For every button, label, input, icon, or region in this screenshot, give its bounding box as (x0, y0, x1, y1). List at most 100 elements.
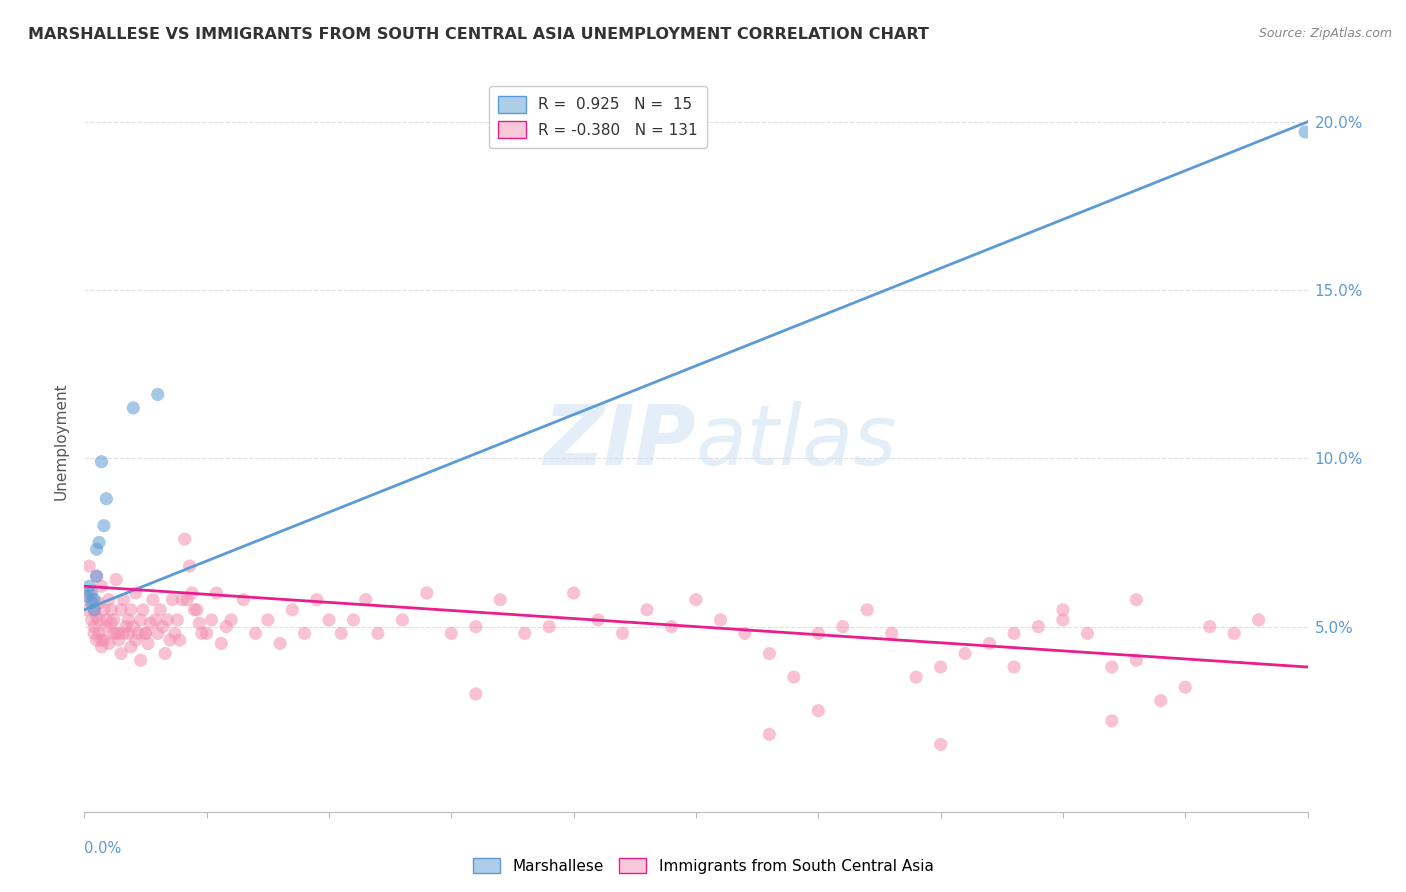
Point (1028, 619, 1050, 633)
Point (1101, 660, 1123, 674)
Point (245, 626, 267, 640)
Point (115, 619, 138, 633)
Point (159, 633, 181, 648)
Point (215, 619, 238, 633)
Point (142, 592, 165, 607)
Point (107, 633, 129, 648)
Point (464, 619, 486, 633)
Legend: Marshallese, Immigrants from South Central Asia: Marshallese, Immigrants from South Centr… (467, 852, 939, 880)
Point (76, 603, 98, 617)
Point (110, 647, 132, 661)
Point (1076, 626, 1098, 640)
Point (120, 640, 142, 654)
Point (709, 613, 731, 627)
Point (77, 586, 100, 600)
Legend: R =  0.925   N =  15, R = -0.380   N = 131: R = 0.925 N = 15, R = -0.380 N = 131 (489, 87, 707, 148)
Point (269, 636, 291, 650)
Point (149, 603, 172, 617)
Point (87, 613, 110, 627)
Point (125, 586, 148, 600)
Point (86, 609, 108, 624)
Point (257, 613, 280, 627)
Point (87, 596, 110, 610)
Point (205, 586, 228, 600)
Point (86, 542, 108, 557)
Point (1002, 626, 1025, 640)
Point (330, 626, 353, 640)
Point (122, 401, 145, 415)
Point (489, 592, 512, 607)
Point (612, 626, 634, 640)
Point (87, 626, 110, 640)
Point (929, 738, 952, 752)
Point (120, 603, 142, 617)
Point (80, 613, 103, 627)
Point (953, 647, 976, 661)
Point (93, 603, 115, 617)
Point (122, 619, 145, 633)
Point (173, 532, 195, 546)
Point (391, 613, 413, 627)
Point (186, 603, 208, 617)
Point (181, 586, 204, 600)
Point (143, 613, 166, 627)
Point (83, 592, 105, 607)
Point (342, 613, 364, 627)
Point (83, 603, 105, 617)
Point (125, 633, 148, 648)
Point (191, 626, 214, 640)
Point (1174, 680, 1197, 694)
Point (831, 619, 853, 633)
Point (90, 640, 112, 654)
Point (77, 559, 100, 574)
Point (1002, 660, 1025, 674)
Point (90, 633, 112, 648)
Point (166, 613, 188, 627)
Point (93, 633, 115, 648)
Point (758, 647, 780, 661)
Point (152, 619, 174, 633)
Point (83, 619, 105, 633)
Point (281, 603, 304, 617)
Point (103, 613, 125, 627)
Point (132, 603, 155, 617)
Point (195, 626, 218, 640)
Point (1052, 603, 1074, 617)
Point (305, 592, 328, 607)
Point (1052, 613, 1074, 627)
Point (100, 603, 122, 617)
Point (105, 573, 128, 587)
Point (367, 626, 389, 640)
Point (807, 704, 830, 718)
Point (1150, 694, 1173, 708)
Point (129, 653, 152, 667)
Point (179, 559, 201, 574)
Point (135, 626, 157, 640)
Point (807, 626, 830, 640)
Point (929, 660, 952, 674)
Point (783, 670, 806, 684)
Point (318, 613, 340, 627)
Point (176, 592, 198, 607)
Point (96, 613, 118, 627)
Point (562, 586, 585, 600)
Point (90, 455, 112, 469)
Point (188, 616, 211, 631)
Point (200, 613, 222, 627)
Point (103, 626, 125, 640)
Point (162, 592, 184, 607)
Point (440, 626, 463, 640)
Point (209, 636, 232, 650)
Point (80, 596, 103, 610)
Point (979, 636, 1001, 650)
Point (107, 626, 129, 640)
Point (80, 586, 103, 600)
Point (146, 387, 169, 401)
Point (294, 626, 316, 640)
Point (97, 592, 120, 607)
Point (112, 626, 135, 640)
Point (96, 619, 118, 633)
Point (97, 636, 120, 650)
Point (416, 586, 439, 600)
Point (586, 613, 609, 627)
